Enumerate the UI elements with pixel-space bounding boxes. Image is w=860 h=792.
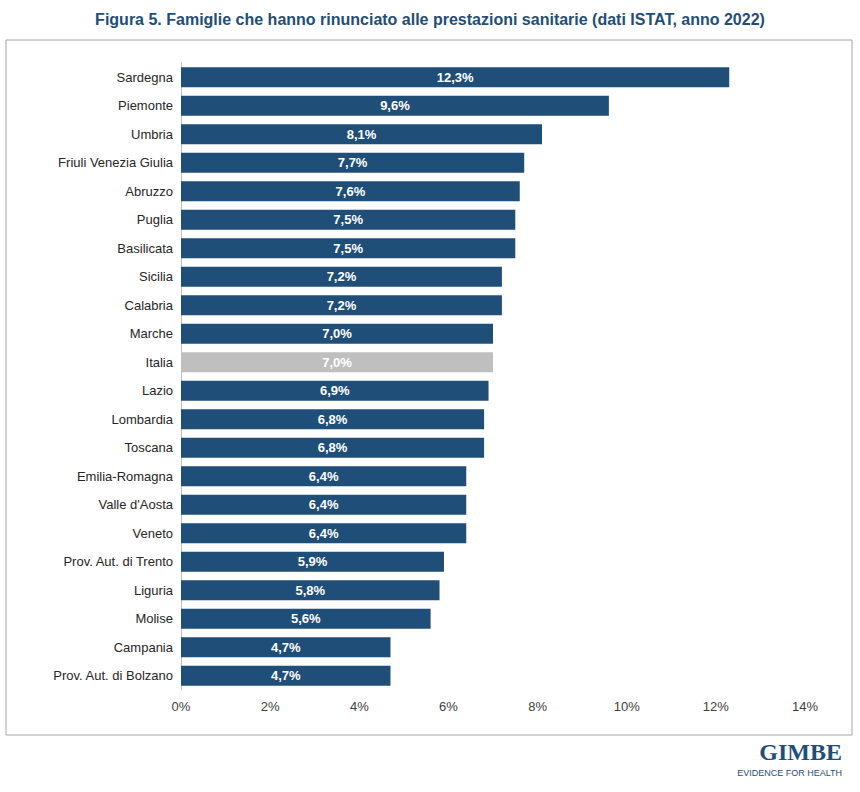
svg-text:8%: 8% [528,699,547,714]
svg-text:Emilia-Romagna: Emilia-Romagna [77,469,174,484]
svg-text:Lombardia: Lombardia [112,412,174,427]
svg-text:7,0%: 7,0% [322,326,352,341]
svg-text:7,7%: 7,7% [338,155,368,170]
svg-text:Figura 5. Famiglie che hanno r: Figura 5. Famiglie che hanno rinunciato … [95,11,765,28]
svg-text:7,0%: 7,0% [322,355,352,370]
svg-text:Valle d'Aosta: Valle d'Aosta [98,497,173,512]
svg-text:Toscana: Toscana [125,440,174,455]
svg-text:7,6%: 7,6% [336,184,366,199]
svg-text:5,6%: 5,6% [291,611,321,626]
svg-text:Umbria: Umbria [131,127,174,142]
svg-text:14%: 14% [792,699,818,714]
svg-text:Italia: Italia [146,355,174,370]
svg-text:5,9%: 5,9% [298,554,328,569]
svg-text:GIMBE: GIMBE [759,739,842,765]
svg-text:Friuli Venezia Giulia: Friuli Venezia Giulia [58,155,174,170]
svg-text:6,4%: 6,4% [309,526,339,541]
svg-text:Prov. Aut. di Trento: Prov. Aut. di Trento [63,554,173,569]
svg-text:Abruzzo: Abruzzo [125,184,173,199]
svg-text:Sardegna: Sardegna [117,70,174,85]
svg-text:7,2%: 7,2% [327,298,357,313]
svg-text:6,8%: 6,8% [318,412,348,427]
svg-text:4,7%: 4,7% [271,640,301,655]
svg-text:Basilicata: Basilicata [117,241,173,256]
svg-text:4,7%: 4,7% [271,668,301,683]
svg-text:Lazio: Lazio [142,383,173,398]
svg-text:Piemonte: Piemonte [118,98,173,113]
svg-text:12,3%: 12,3% [437,70,474,85]
svg-text:Marche: Marche [130,326,173,341]
svg-text:6,9%: 6,9% [320,383,350,398]
svg-text:EVIDENCE FOR HEALTH: EVIDENCE FOR HEALTH [737,768,842,778]
svg-text:5,8%: 5,8% [295,583,325,598]
svg-text:Calabria: Calabria [125,298,174,313]
svg-text:8,1%: 8,1% [347,127,377,142]
svg-text:2%: 2% [261,699,280,714]
svg-text:6,4%: 6,4% [309,469,339,484]
svg-text:Molise: Molise [135,611,173,626]
svg-text:Campania: Campania [114,640,174,655]
svg-text:7,2%: 7,2% [327,269,357,284]
svg-text:Liguria: Liguria [134,583,174,598]
svg-text:12%: 12% [703,699,729,714]
svg-text:Sicilia: Sicilia [139,269,174,284]
svg-text:7,5%: 7,5% [333,212,363,227]
svg-text:6%: 6% [439,699,458,714]
svg-text:6,4%: 6,4% [309,497,339,512]
svg-text:0%: 0% [172,699,191,714]
svg-text:7,5%: 7,5% [333,241,363,256]
svg-text:9,6%: 9,6% [380,98,410,113]
svg-text:10%: 10% [614,699,640,714]
svg-text:6,8%: 6,8% [318,440,348,455]
svg-text:4%: 4% [350,699,369,714]
svg-text:Puglia: Puglia [137,212,174,227]
svg-text:Veneto: Veneto [133,526,174,541]
svg-text:Prov. Aut. di Bolzano: Prov. Aut. di Bolzano [53,668,173,683]
